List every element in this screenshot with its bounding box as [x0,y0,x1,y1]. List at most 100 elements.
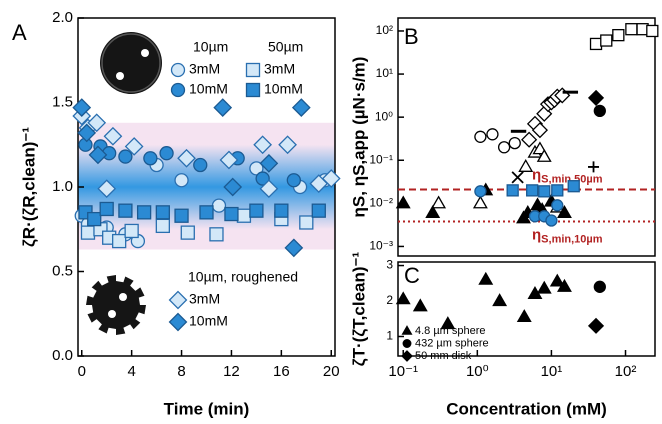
y-tick-label: 10⁻¹ [369,152,393,166]
marker [549,273,565,287]
marker [284,238,304,258]
marker [401,325,413,335]
x-axis-title: Time (min) [164,399,250,418]
marker [557,205,572,218]
marker [588,161,600,173]
legend-label: 3mM [189,61,220,77]
legend-label: 3mM [264,61,295,77]
reference-symbol: η [532,166,541,183]
reference-symbol: η [532,226,541,243]
legend-group-title: 50µm [268,39,303,55]
marker [259,179,279,199]
plot-frame [397,261,656,357]
marker [402,339,412,348]
marker [103,126,123,146]
marker [311,203,326,218]
marker [159,146,174,161]
marker [87,113,107,133]
legend-marker [245,62,261,78]
marker [551,184,564,197]
x-tick-label: 0 [78,363,86,380]
y-tick-label: 10² [376,23,393,37]
reference-label: ηS,min,10µm [532,226,603,245]
marker [209,227,224,242]
legend-group-title: 10µm [193,39,228,55]
marker [532,141,548,155]
x-tick-label: 4 [127,363,135,380]
marker [557,278,572,292]
marker [236,208,252,223]
y-tick-label: 10¹ [376,66,393,80]
y-tick-label: 10⁻³ [369,239,393,253]
marker [425,205,441,218]
marker [518,159,534,172]
legend-label: 50 mm disk [415,350,472,362]
marker [143,151,158,166]
marker [440,316,456,330]
marker [199,205,214,220]
reference-subscript: S,min,50µm [541,173,603,185]
marker [412,298,428,312]
x-tick-label: 20 [323,363,340,380]
marker [124,223,139,239]
roughened-droplet-image [86,275,146,335]
marker [492,293,508,307]
marker [155,218,170,234]
marker [274,203,289,218]
x-tick-label: 10² [615,363,637,380]
y-tick-label: 1.0 [52,178,73,195]
marker [177,148,196,168]
marker [299,215,314,230]
marker [321,169,341,188]
marker [291,98,311,117]
marker [118,149,133,164]
legend-label: 4.8 µm sphere [415,325,486,337]
marker [136,205,152,220]
marker [478,271,494,285]
x-tick-label: 8 [177,363,185,380]
marker [431,195,447,209]
marker [506,184,519,197]
marker [72,98,92,117]
marker [249,161,264,176]
marker [174,208,189,223]
marker [395,195,411,209]
marker [193,157,208,173]
marker [593,280,606,293]
y-tick-label: 1 [386,329,393,343]
marker [587,89,605,106]
marker [526,184,539,197]
marker [224,206,239,222]
y-tick-label: 2.0 [52,9,73,26]
marker [536,148,552,162]
marker [486,128,499,141]
marker [112,233,127,249]
legend-label: 432 µm sphere [415,337,489,349]
marker [474,185,487,198]
legend-marker [170,62,186,78]
marker [508,136,521,150]
marker [551,199,564,212]
marker [253,135,273,155]
marker [77,123,97,143]
marker [278,135,297,155]
marker [118,203,133,218]
x-tick-label: 10⁻¹ [388,363,418,380]
panel-label: A [12,20,27,45]
marker [600,34,613,47]
marker [395,291,411,305]
marker [612,28,625,42]
panel-label: C [404,263,420,288]
legend-marker [168,290,188,310]
marker [587,317,605,334]
marker [97,179,117,199]
marker [219,150,239,170]
y-tick-label: 2 [386,293,393,307]
marker [497,141,511,154]
legend-group-title: 10µm, roughened [188,269,298,285]
marker [155,205,170,220]
marker [589,37,603,51]
y-tick-label: 0.0 [52,347,73,364]
marker [286,173,301,188]
